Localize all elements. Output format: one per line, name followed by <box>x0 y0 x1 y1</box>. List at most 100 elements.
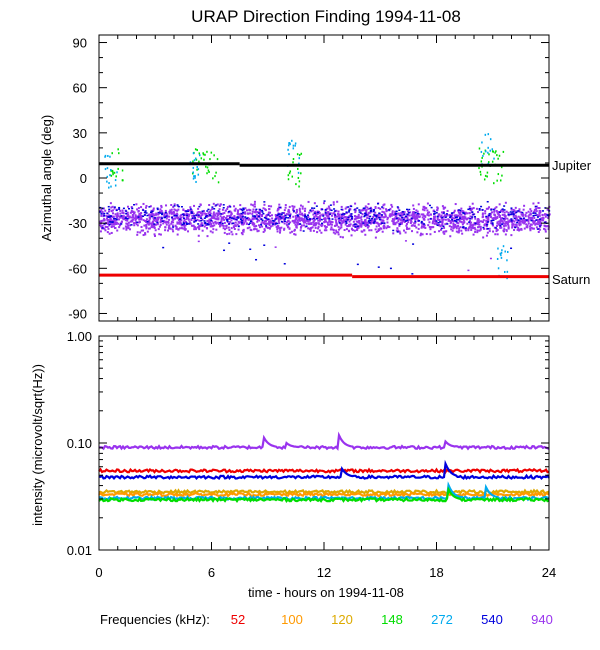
point-540 <box>182 214 185 216</box>
point-540 <box>248 223 251 226</box>
point-540 <box>369 215 372 218</box>
point-940 <box>439 225 442 228</box>
point-272 <box>500 256 503 259</box>
point-940 <box>415 209 418 212</box>
point-540 <box>182 222 185 224</box>
point-940 <box>450 228 453 231</box>
point-940 <box>107 220 110 223</box>
point-940 <box>446 209 449 212</box>
point-940 <box>452 220 455 223</box>
point-540 <box>358 209 361 211</box>
point-540 <box>283 220 286 223</box>
point-940 <box>392 221 395 224</box>
point-940 <box>504 233 507 236</box>
point-540 <box>501 223 504 225</box>
point-940 <box>174 213 177 216</box>
point-540 <box>144 210 147 212</box>
point-540 <box>186 223 189 225</box>
point-940 <box>225 227 228 230</box>
point-940 <box>357 215 360 218</box>
point-940 <box>196 226 199 229</box>
point-940 <box>236 209 239 212</box>
point-940 <box>331 221 334 224</box>
point-940 <box>253 223 256 226</box>
point-940 <box>168 212 171 215</box>
point-940 <box>198 215 201 218</box>
point-940 <box>278 222 281 225</box>
point-940 <box>485 219 488 222</box>
point-940 <box>516 210 519 213</box>
point-940 <box>267 222 270 225</box>
point-940 <box>478 221 481 224</box>
point-940 <box>218 204 221 207</box>
point-940 <box>193 226 196 229</box>
point-540 <box>503 205 506 207</box>
point-540 <box>114 217 117 220</box>
point-940 <box>251 217 254 220</box>
point-540 <box>113 217 116 220</box>
point-148 <box>117 148 119 151</box>
point-540 <box>120 223 123 225</box>
point-940 <box>155 212 158 215</box>
point-940 <box>458 227 461 230</box>
point-540 <box>381 206 384 208</box>
point-940 <box>403 229 406 232</box>
point-540 <box>172 226 175 228</box>
point-272 <box>506 277 508 280</box>
point-540 <box>480 205 483 208</box>
point-940 <box>380 227 383 230</box>
point-940 <box>294 217 297 220</box>
point-940 <box>521 221 524 224</box>
point-540 <box>351 216 354 218</box>
point-540 <box>156 207 159 210</box>
point-940 <box>219 215 222 218</box>
point-272 <box>107 154 109 157</box>
point-940 <box>303 213 306 216</box>
point-540 <box>510 220 513 222</box>
point-940 <box>533 221 536 224</box>
point-272 <box>287 144 290 147</box>
point-540 <box>345 222 348 224</box>
point-540 <box>206 222 209 225</box>
point-940 <box>122 212 125 215</box>
point-940 <box>149 205 152 208</box>
point-940 <box>153 234 156 237</box>
point-940 <box>478 223 481 226</box>
point-940 <box>398 224 401 227</box>
point-940 <box>364 218 367 221</box>
trace-52 <box>98 467 550 475</box>
point-540 <box>373 220 376 222</box>
point-540 <box>408 208 411 211</box>
point-940 <box>420 213 423 216</box>
point-940 <box>192 212 195 215</box>
point-940 <box>140 212 143 215</box>
point-540 <box>215 204 218 206</box>
point-940 <box>328 219 331 222</box>
point-940 <box>303 224 306 227</box>
point-940 <box>170 208 173 211</box>
point-outlier <box>404 240 407 242</box>
point-940 <box>317 225 320 228</box>
point-940 <box>204 213 207 216</box>
point-940 <box>303 218 306 221</box>
point-940 <box>177 208 180 211</box>
point-940 <box>416 231 419 234</box>
point-940 <box>421 225 424 228</box>
point-940 <box>129 224 132 227</box>
point-148 <box>206 166 209 169</box>
point-940 <box>369 211 372 214</box>
point-940 <box>226 206 229 209</box>
point-940 <box>146 230 149 233</box>
point-940 <box>405 222 408 225</box>
point-540 <box>478 207 481 210</box>
point-940 <box>396 229 399 232</box>
point-540 <box>276 222 279 225</box>
point-940 <box>116 212 119 215</box>
point-940 <box>347 225 350 228</box>
point-940 <box>474 223 477 226</box>
point-148 <box>292 158 295 161</box>
point-940 <box>215 222 218 225</box>
point-148 <box>493 182 495 185</box>
